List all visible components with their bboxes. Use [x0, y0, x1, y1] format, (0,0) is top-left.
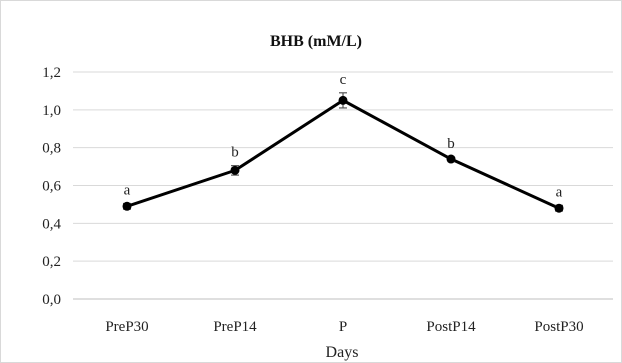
- x-tick-label: PostP14: [426, 319, 476, 335]
- x-axis-ticks: PreP30 PreP14 P PostP14 PostP30: [105, 319, 583, 335]
- x-tick-label: PostP30: [534, 319, 583, 335]
- x-tick-label: P: [339, 319, 347, 335]
- significance-label: a: [124, 182, 131, 198]
- significance-label: b: [447, 136, 455, 152]
- y-tick-label: 1,0: [42, 103, 61, 119]
- x-axis-label: Days: [326, 344, 359, 361]
- y-tick-label: 0,0: [42, 292, 61, 308]
- x-tick-label: PreP14: [213, 319, 257, 335]
- y-tick-label: 0,8: [42, 141, 61, 157]
- data-point: [338, 95, 348, 105]
- x-tick-label: PreP30: [105, 319, 148, 335]
- gridlines: [73, 71, 613, 300]
- series-layer: a b c b a: [122, 72, 564, 213]
- y-tick-label: 1,2: [42, 65, 61, 81]
- series-line: [126, 98, 560, 210]
- significance-label: b: [231, 145, 239, 161]
- significance-label: c: [340, 72, 347, 88]
- data-point: [554, 203, 564, 213]
- significance-label: a: [556, 184, 563, 200]
- data-point: [446, 154, 456, 164]
- data-point: [230, 165, 240, 175]
- y-axis-ticks: 0,0 0,2 0,4 0,6 0,8 1,0 1,2: [42, 65, 61, 308]
- y-tick-label: 0,2: [42, 254, 61, 270]
- y-tick-label: 0,4: [42, 216, 61, 232]
- chart-title: BHB (mM/L): [270, 33, 362, 50]
- y-tick-label: 0,6: [42, 179, 61, 195]
- data-point: [122, 201, 132, 211]
